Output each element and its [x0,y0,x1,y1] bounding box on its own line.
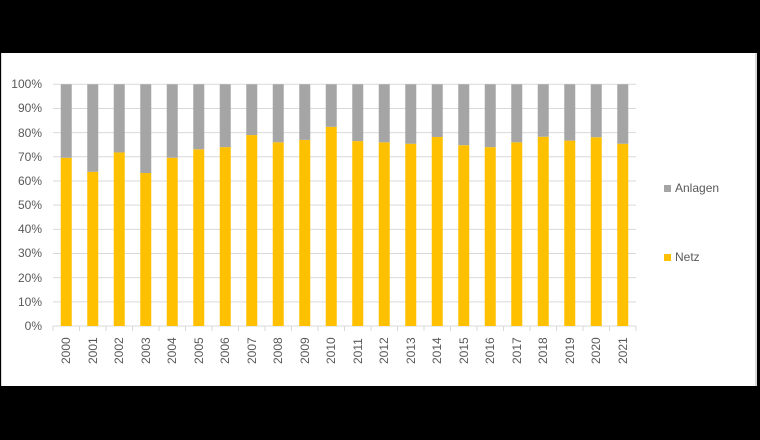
bar-anlagen-2019 [564,84,576,141]
bar-netz-2005 [193,149,205,326]
bar-netz-2004 [166,157,178,326]
x-tick-label: 2002 [112,337,127,364]
bar-netz-2001 [87,171,99,326]
bar-anlagen-2013 [405,84,417,144]
bar-netz-2007 [246,135,258,326]
x-tick-label: 2004 [165,337,180,364]
y-tick-label: 0% [24,319,42,333]
bar-anlagen-2009 [299,84,311,140]
x-tick-label: 2003 [138,337,153,364]
bar-anlagen-2011 [352,84,364,142]
x-tick-label: 2008 [271,337,286,364]
bar-netz-2000 [60,157,72,326]
bar-anlagen-2005 [193,84,205,150]
bar-netz-2018 [537,136,549,326]
bar-netz-2009 [299,139,311,326]
y-tick-label: 20% [17,270,42,285]
x-tick-label: 2014 [430,337,445,364]
y-tick-label: 50% [17,198,42,213]
bar-anlagen-2006 [219,84,231,148]
x-tick-label: 2011 [350,338,365,364]
y-tick-label: 100% [11,77,42,92]
bar-anlagen-2001 [87,84,99,172]
bar-anlagen-2000 [60,84,72,158]
y-tick-label: 10% [17,294,42,309]
bar-netz-2013 [405,143,417,326]
bar-netz-2015 [458,145,470,326]
y-tick-label: 30% [17,246,42,261]
bar-anlagen-2014 [431,84,443,137]
y-tick-label: 70% [17,149,42,164]
bar-anlagen-2018 [537,84,549,137]
x-tick-label: 2000 [59,337,74,364]
y-tick-label: 90% [17,101,42,116]
bar-anlagen-2010 [325,84,337,127]
bar-anlagen-2015 [458,84,470,146]
y-tick-label: 40% [17,222,42,237]
legend-label-anlagen: Anlagen [675,181,720,195]
bar-anlagen-2020 [590,84,602,138]
bar-anlagen-2007 [246,84,258,136]
legend-swatch-anlagen [664,184,671,192]
bar-netz-2011 [352,141,364,326]
x-tick-label: 2017 [509,337,524,364]
bar-anlagen-2004 [166,84,178,158]
x-tick-label: 2001 [85,337,100,364]
legend-item-netz: Netz [664,250,700,264]
x-tick-label: 2012 [377,337,392,364]
x-tick-label: 2010 [324,337,339,364]
x-tick-label: 2020 [589,337,604,364]
bar-netz-2014 [431,136,443,326]
bar-netz-2017 [511,142,523,326]
bar-anlagen-2012 [378,84,390,143]
legend-item-anlagen: Anlagen [664,181,719,195]
bar-netz-2008 [272,142,284,326]
x-tick-label: 2018 [536,337,551,364]
bar-netz-2019 [564,140,576,326]
x-tick-label: 2016 [483,337,498,364]
bar-anlagen-2016 [484,84,496,148]
bar-anlagen-2021 [617,84,629,144]
bar-anlagen-2017 [511,84,523,143]
bar-netz-2021 [617,143,629,326]
y-tick-label: 80% [17,125,42,140]
x-tick-label: 2019 [562,337,577,364]
x-tick-label: 2015 [456,337,471,364]
x-tick-label: 2013 [403,337,418,364]
legend-label-netz: Netz [675,250,700,264]
bar-netz-2016 [484,147,496,326]
x-tick-label: 2009 [297,337,312,364]
x-tick-label: 2005 [191,337,206,364]
bar-netz-2020 [590,137,602,326]
bar-anlagen-2008 [272,84,284,143]
bar-netz-2010 [325,126,337,326]
x-tick-label: 2021 [615,337,630,364]
bar-netz-2002 [113,152,125,326]
legend-swatch-netz [664,253,671,261]
bar-netz-2012 [378,142,390,326]
x-tick-label: 2006 [218,337,233,364]
bar-netz-2006 [219,147,231,326]
bar-netz-2003 [140,173,152,326]
x-tick-label: 2007 [244,337,259,364]
y-tick-label: 60% [17,173,42,188]
bar-anlagen-2003 [140,84,152,174]
bar-anlagen-2002 [113,84,125,153]
